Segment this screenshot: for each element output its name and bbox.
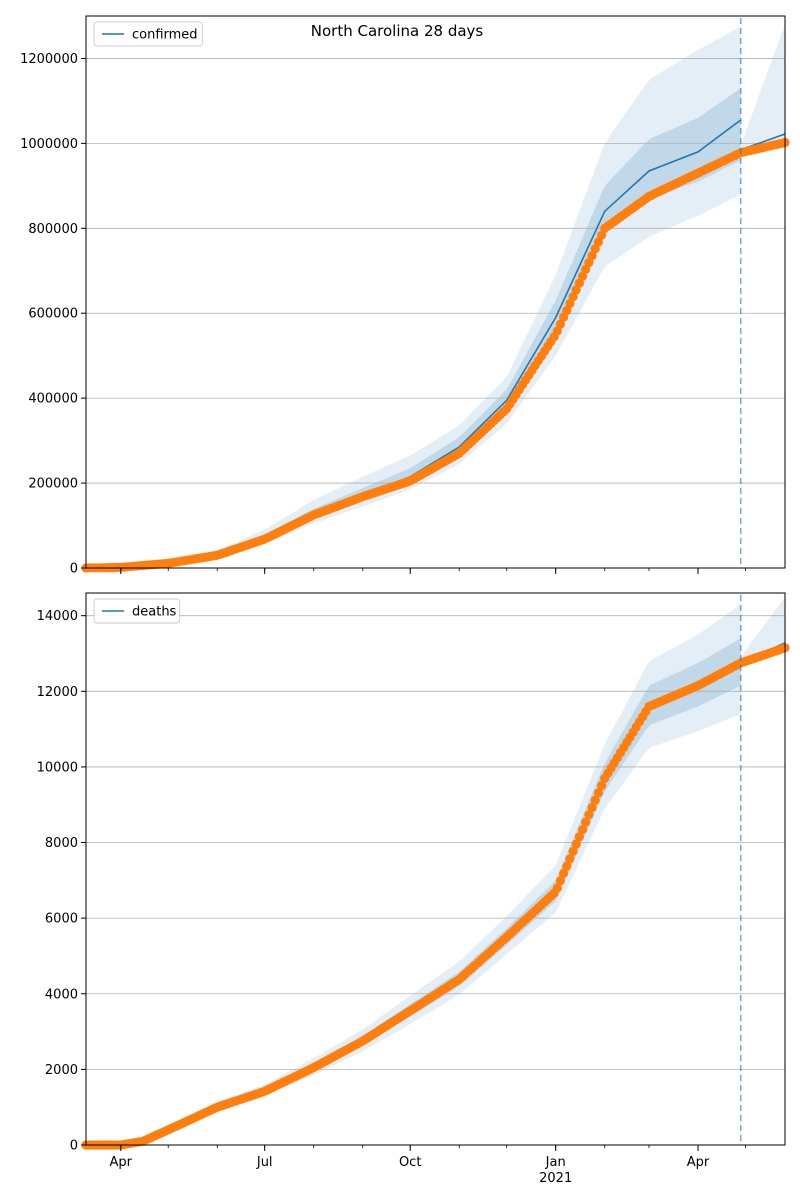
deaths-x-tick-label: Jan — [545, 1155, 566, 1170]
deaths-observed-points — [81, 643, 790, 1150]
deaths-observed-point — [584, 810, 594, 820]
confirmed-axes-frame — [85, 15, 786, 569]
confirmed-observed-point — [555, 319, 566, 329]
confirmed-y-tick-label: 400000 — [28, 392, 78, 407]
deaths-y-tick-label: 12000 — [37, 685, 78, 700]
deaths-observed-point — [565, 854, 575, 864]
confirmed-axes-frame — [85, 15, 786, 569]
confirmed-legend: confirmed — [93, 21, 203, 47]
deaths-observed-point — [581, 817, 591, 827]
deaths-legend-box — [93, 598, 181, 624]
confirmed-observed-point — [574, 278, 585, 288]
deaths-y-axis: 0 2000 4000 6000 8000 10000 12000 14000 — [37, 609, 86, 1154]
deaths-y-tick-label: 8000 — [45, 836, 78, 851]
deaths-observed-point — [574, 832, 585, 842]
deaths-band-inner — [86, 638, 741, 1145]
deaths-legend: deaths — [93, 598, 181, 624]
deaths-x-tick-label: Apr — [110, 1155, 133, 1170]
deaths-observed-point — [568, 846, 578, 857]
confirmed-y-tick-label: 1200000 — [20, 52, 78, 67]
confirmed-observed-point — [562, 305, 572, 316]
confirmed-band-outer — [86, 26, 741, 569]
confirmed-observed-point — [584, 258, 594, 268]
confirmed-observed-point — [568, 292, 578, 302]
confirmed-observed-point — [597, 230, 607, 240]
confirmed-legend-box — [93, 21, 203, 47]
deaths-observed-point — [597, 781, 607, 791]
deaths-y-tick-label: 14000 — [37, 609, 78, 624]
confirmed-uncertainty-bands — [86, 24, 785, 569]
confirmed-y-tick-label: 800000 — [28, 222, 78, 237]
confirmed-gridlines — [86, 58, 785, 569]
confirmed-band-inner — [86, 88, 741, 568]
confirmed-y-tick-label: 1000000 — [20, 137, 78, 152]
deaths-x-tick-label: Jul — [256, 1155, 273, 1170]
deaths-observed-point — [578, 824, 588, 835]
confirmed-panel: 020000040000060000080000010000001200000 … — [20, 15, 790, 577]
deaths-observed-point — [555, 876, 566, 886]
confirmed-band-forecast — [740, 24, 785, 154]
deaths-panel: 0 2000 4000 6000 8000 10000 12000 14000 Apr Jul O… — [37, 592, 790, 1186]
deaths-x-tick-label: Oct — [399, 1155, 421, 1170]
confirmed-y-tick-label: 600000 — [28, 307, 78, 322]
confirmed-observed-point — [590, 244, 600, 254]
deaths-axes-frame — [85, 592, 786, 1146]
confirmed-x-axis — [120, 568, 746, 574]
deaths-axes-frame — [85, 592, 786, 1146]
figure-title: North Carolina 28 days — [311, 22, 484, 40]
deaths-observed-point — [562, 861, 572, 871]
deaths-observed-point — [552, 883, 562, 893]
deaths-x-year-label: 2021 — [539, 1171, 572, 1186]
deaths-y-tick-label: 2000 — [45, 1063, 78, 1078]
deaths-observed-point — [571, 839, 581, 849]
deaths-observed-point — [593, 788, 604, 798]
confirmed-y-tick-label: 0 — [70, 562, 78, 577]
deaths-observed-point — [590, 795, 600, 805]
confirmed-y-tick-label: 200000 — [28, 477, 78, 492]
deaths-y-tick-label: 4000 — [45, 987, 78, 1002]
deaths-observed-point — [559, 868, 569, 879]
deaths-y-tick-label: 0 — [70, 1139, 78, 1154]
deaths-x-tick-label: Apr — [687, 1155, 710, 1170]
deaths-observed-point — [587, 802, 597, 813]
deaths-band-outer — [86, 604, 741, 1145]
confirmed-legend-label: confirmed — [132, 28, 198, 43]
confirmed-y-axis: 0 200000 400000 600000 800000 1000000 1200000 — [20, 52, 86, 577]
deaths-legend-label: deaths — [132, 605, 177, 620]
deaths-uncertainty-bands — [86, 596, 785, 1145]
deaths-y-tick-label: 6000 — [45, 912, 78, 927]
deaths-y-tick-label: 10000 — [37, 760, 78, 775]
